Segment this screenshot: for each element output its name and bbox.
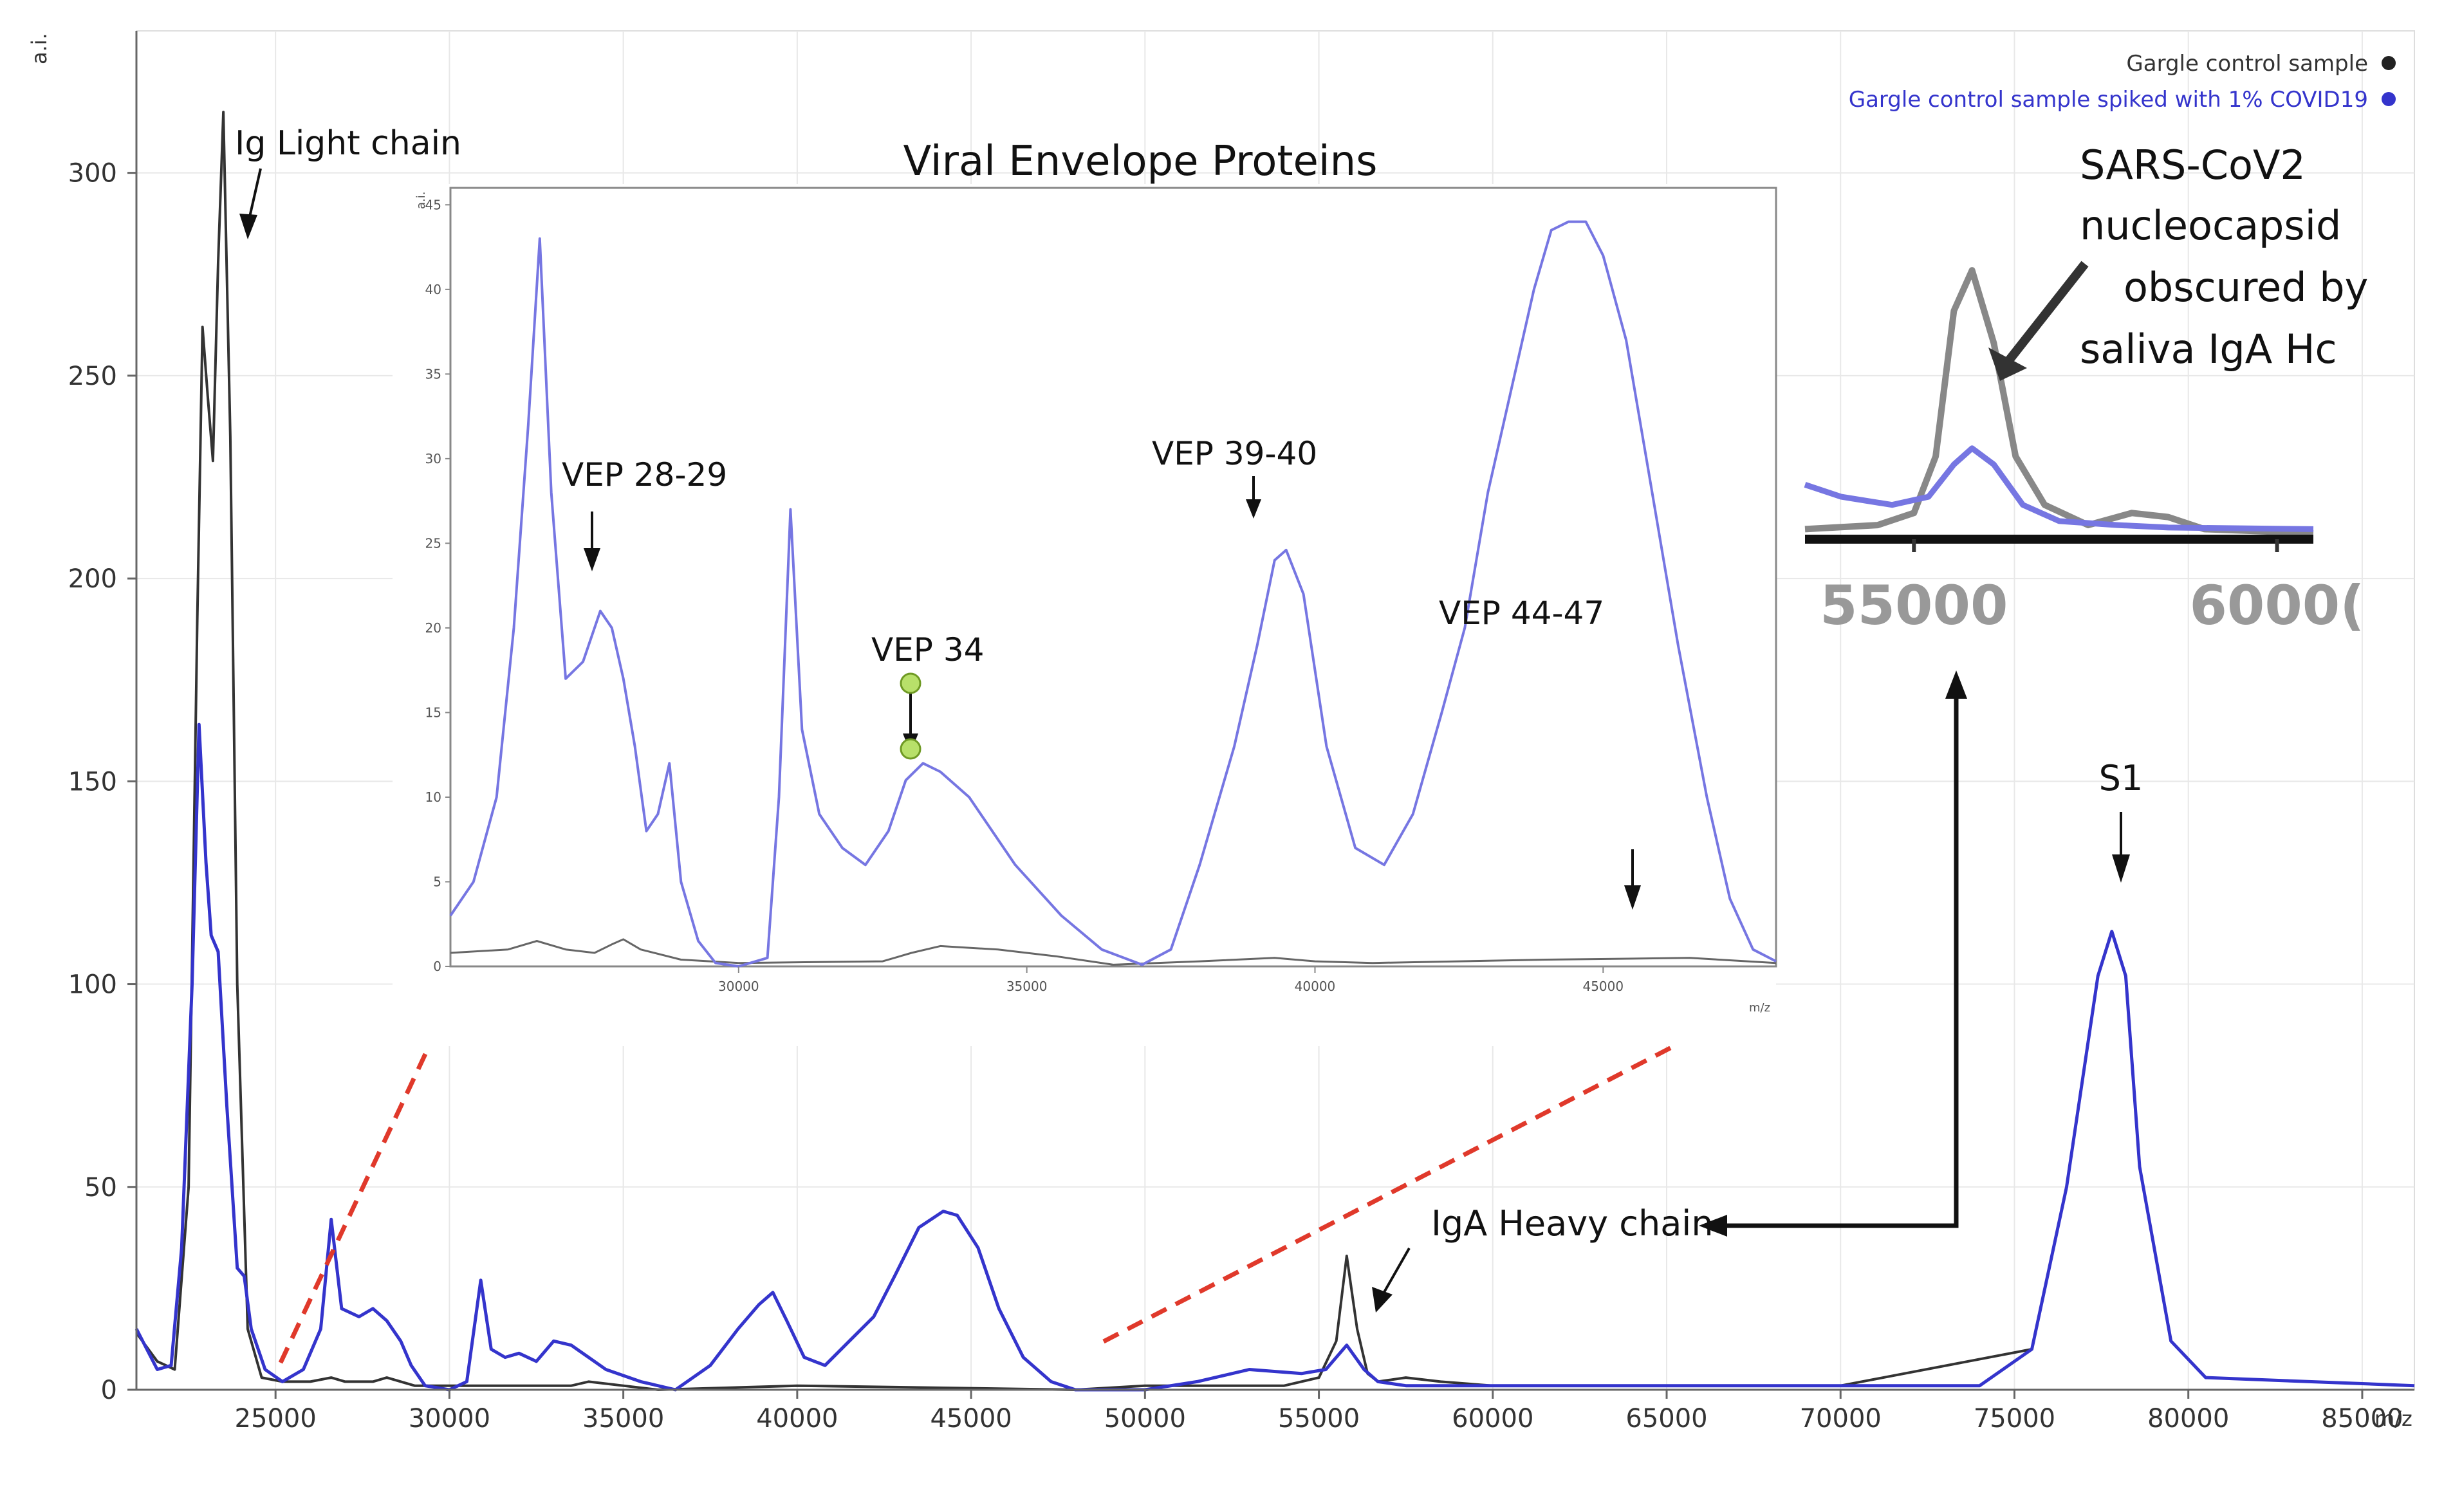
inset-x-tick-label: 30000 — [718, 979, 759, 994]
inset-series-spiked-line — [449, 220, 1777, 968]
zoom-guide-right — [1102, 1014, 1732, 1344]
main-x-tick-label: 25000 — [235, 1404, 317, 1434]
arrowhead-ig-light-chain — [239, 214, 257, 239]
zoom-guide-left — [278, 999, 453, 1364]
legend-entry-spiked: Gargle control sample spiked with 1% COV… — [1849, 87, 2368, 113]
main-x-axis-label: m/z — [2374, 1406, 2412, 1431]
inset-viral-x-ticks: 30000 35000 40000 45000 — [718, 966, 1624, 994]
main-x-tick-label: 50000 — [1104, 1404, 1186, 1434]
nucleocapsid-series — [1804, 267, 2314, 537]
legend-entry-control: Gargle control sample — [2126, 51, 2368, 77]
inset-y-tick-label: 5 — [433, 874, 441, 889]
main-x-tick-label: 30000 — [409, 1404, 490, 1434]
inset-x-tick-label: 35000 — [1006, 979, 1048, 994]
arrowhead-vep-39-40 — [1246, 499, 1261, 519]
connector-arrowhead-left — [1699, 1215, 1727, 1237]
connector-arrowhead-up — [1945, 670, 1967, 699]
inset-y-tick-label: 10 — [425, 789, 441, 805]
annotation-vep-39-40: VEP 39-40 — [1152, 435, 1317, 472]
nucleocapsid-series-spiked-line — [1804, 445, 2314, 532]
arrowhead-iga-heavy-chain — [1372, 1287, 1393, 1313]
main-series-control-line — [135, 111, 2415, 1391]
inset-viral-envelope: Viral Envelope Proteins 30000 35000 40000 4… — [393, 138, 1777, 1046]
marker-vep-34-top — [900, 672, 921, 694]
nucleocapsid-label-line2: nucleocapsid — [2080, 202, 2341, 249]
legend-marker-spiked — [2382, 92, 2396, 106]
nucleocapsid-x-tick-label: 55000 — [1820, 574, 2008, 637]
inset-y-tick-label: 30 — [425, 451, 441, 466]
main-x-tick-label: 60000 — [1452, 1404, 1533, 1434]
nucleocapsid-series-control-line — [1804, 267, 2314, 537]
inset-x-tick-label: 40000 — [1295, 979, 1336, 994]
annotation-vep-28-29: VEP 28-29 — [562, 456, 727, 493]
connector-arrows — [1699, 670, 1967, 1237]
main-x-tick-label: 55000 — [1278, 1404, 1360, 1434]
inset-y-tick-label: 0 — [433, 959, 441, 974]
annotation-iga-heavy-chain: IgA Heavy chain — [1431, 1203, 1714, 1244]
inset-y-tick-label: 25 — [425, 535, 441, 551]
main-x-tick-label: 70000 — [1800, 1404, 1882, 1434]
annotation-ig-light-chain: Ig Light chain — [235, 124, 461, 163]
arrowhead-s1 — [2112, 854, 2130, 883]
inset-viral-series — [449, 220, 1777, 968]
inset-viral-frame — [449, 187, 1777, 968]
main-y-tick-label: 50 — [84, 1173, 117, 1203]
main-x-ticks: 25000 30000 35000 40000 45000 50000 55000 60000… — [235, 1390, 2403, 1434]
inset-series-control-line — [450, 938, 1777, 966]
annotation-s1: S1 — [2099, 758, 2143, 798]
main-x-tick-label: 85000 — [2321, 1404, 2403, 1434]
legend: Gargle control sample Gargle control sam… — [1849, 51, 2396, 113]
main-y-tick-label: 150 — [68, 767, 117, 797]
marker-vep-34-bottom — [900, 738, 921, 760]
main-x-tick-label: 45000 — [930, 1404, 1012, 1434]
arrowhead-vep-44-47 — [1624, 885, 1641, 910]
main-x-tick-label: 80000 — [2147, 1404, 2229, 1434]
main-x-tick-label: 65000 — [1625, 1404, 1707, 1434]
main-x-tick-label: 75000 — [1974, 1404, 2055, 1434]
arrow-iga-heavy-chain — [1382, 1248, 1411, 1294]
inset-y-tick-label: 35 — [425, 366, 441, 382]
inset-viral-title: Viral Envelope Proteins — [903, 138, 1377, 185]
inset-viral-y-ticks: 0 5 10 15 20 25 30 35 40 45 — [425, 197, 450, 974]
arrow-nucleocapsid — [2005, 261, 2089, 364]
arrowhead-nucleocapsid — [1988, 347, 2027, 381]
inset-y-tick-label: 20 — [425, 620, 441, 636]
inset-y-tick-label: 15 — [425, 705, 441, 720]
annotation-vep-34: VEP 34 — [871, 631, 984, 668]
main-y-tick-label: 0 — [101, 1376, 117, 1405]
inset-viral-x-label: m/z — [1749, 1001, 1770, 1015]
nucleocapsid-label-line3: obscured by — [2124, 264, 2368, 311]
main-y-tick-label: 100 — [68, 970, 117, 1000]
main-y-tick-label: 200 — [68, 564, 117, 594]
inset-viral-y-label: a.i. — [414, 192, 428, 209]
main-y-axis-label: a.i. — [27, 33, 51, 64]
nucleocapsid-label-line1: SARS-CoV2 — [2080, 142, 2306, 189]
nucleocapsid-x-ticks: 55000 6000( — [1820, 539, 2365, 637]
main-y-tick-label: 250 — [68, 362, 117, 391]
nucleocapsid-label-line4: saliva IgA Hc — [2080, 326, 2337, 373]
inset-x-tick-label: 45000 — [1582, 979, 1624, 994]
connector-heavy-chain-to-inset — [1721, 694, 1959, 1228]
main-annotations: Ig Light chain IgA Heavy chain S1 — [235, 124, 2143, 1313]
nucleocapsid-x-tick-label: 6000( — [2189, 574, 2364, 637]
main-x-tick-label: 40000 — [756, 1404, 838, 1434]
legend-marker-control — [2382, 56, 2396, 70]
inset-nucleocapsid: 55000 6000( SARS-CoV2 nucleocapsid obscur… — [1804, 142, 2368, 637]
arrowhead-vep-28-29 — [584, 548, 600, 571]
inset-y-tick-label: 40 — [425, 282, 441, 297]
main-y-tick-label: 300 — [68, 159, 117, 189]
annotation-vep-44-47: VEP 44-47 — [1439, 595, 1604, 632]
main-series-spiked-line — [134, 723, 2415, 1392]
main-y-ticks: 0 50 100 150 200 250 300 — [68, 159, 136, 1405]
main-series — [134, 111, 2415, 1392]
main-x-tick-label: 35000 — [582, 1404, 664, 1434]
inset-y-tick-label: 45 — [425, 197, 441, 212]
